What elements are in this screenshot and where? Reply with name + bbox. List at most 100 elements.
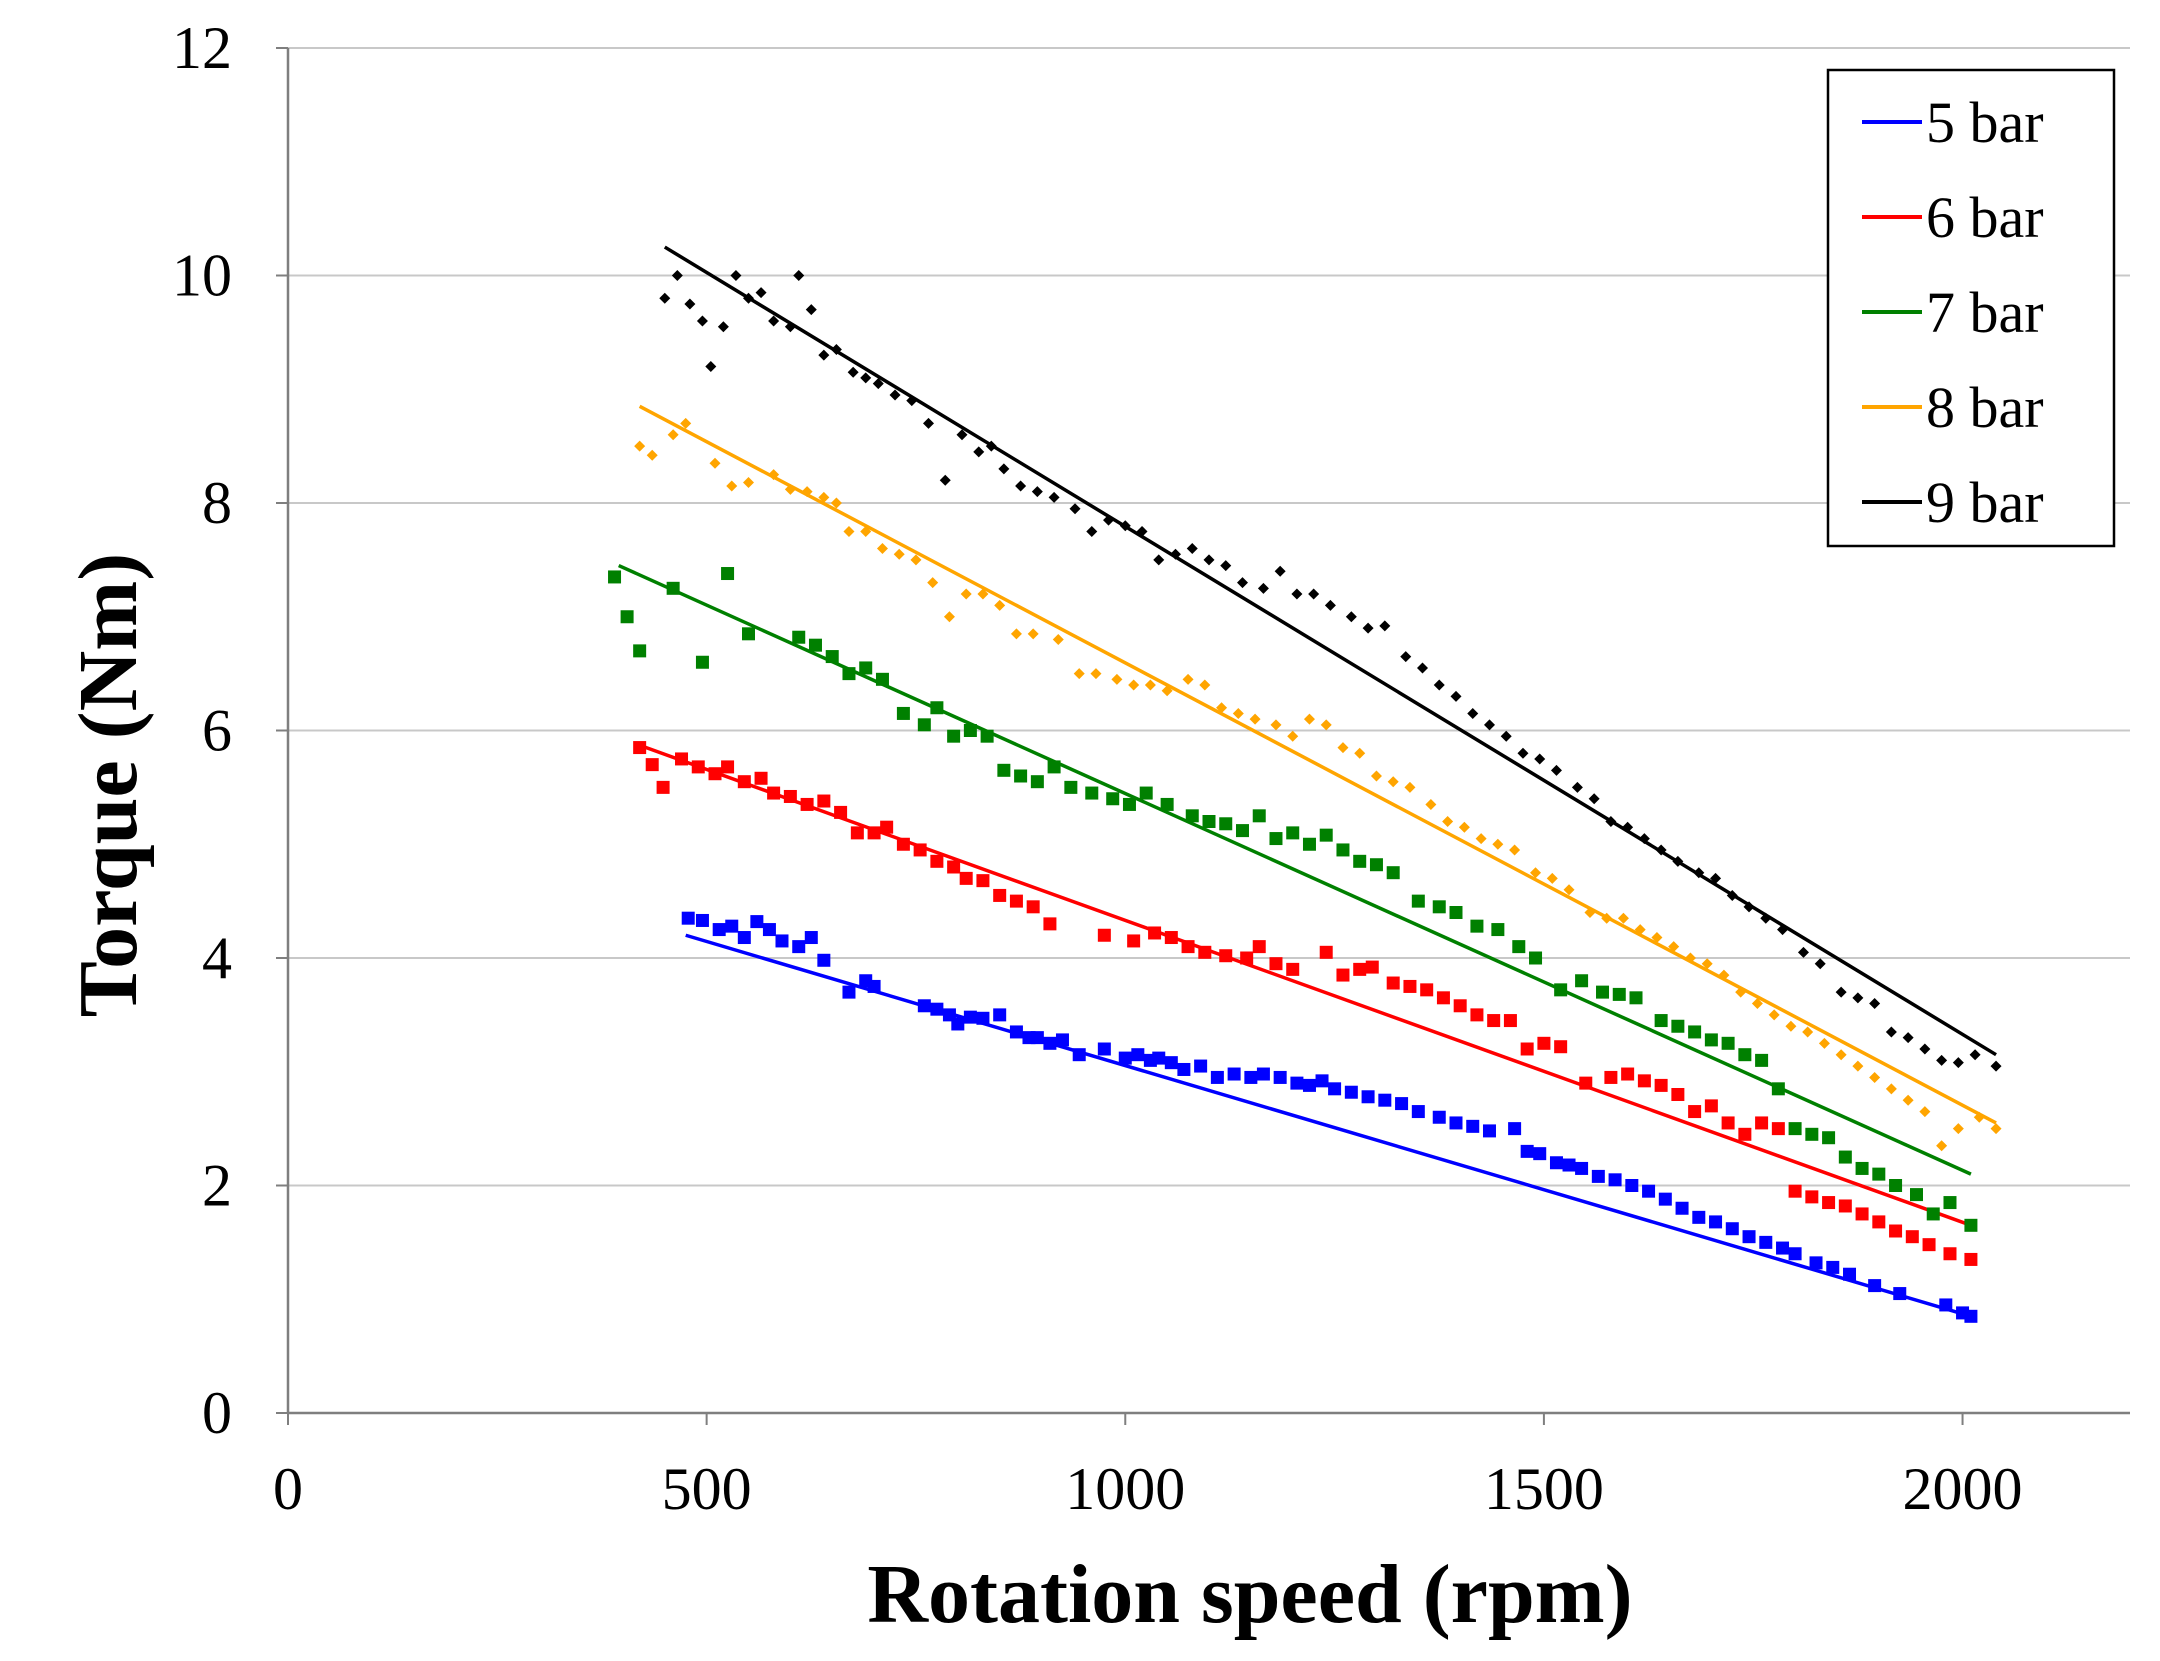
data-point [1361, 1090, 1375, 1104]
x-tick-labels: 0 500 1000 1500 2000 [273, 1456, 2023, 1522]
data-point [876, 543, 888, 554]
data-point [1889, 1179, 1903, 1192]
data-point [880, 820, 894, 834]
data-point [1106, 792, 1120, 806]
data-point [1378, 1093, 1392, 1107]
data-point [620, 610, 634, 624]
data-point [1320, 719, 1332, 731]
data-point [993, 888, 1007, 902]
legend-label: 7 bar [1926, 280, 2044, 345]
data-point [1290, 1076, 1304, 1090]
data-point [1411, 1105, 1425, 1119]
data-point [1990, 1060, 2002, 1072]
data-point [1324, 599, 1336, 611]
data-point [1090, 668, 1102, 680]
data-point [1411, 894, 1425, 908]
data-point [1131, 1048, 1145, 1062]
data-point [792, 630, 806, 644]
data-point [842, 985, 856, 999]
data-point [1097, 928, 1111, 942]
data-point [1064, 780, 1078, 794]
data-point [1943, 1196, 1957, 1210]
data-point [1303, 713, 1315, 725]
data-point [1654, 1014, 1668, 1028]
data-point [646, 449, 658, 461]
y-axis-title: Torque (Nm) [62, 553, 155, 1017]
data-point [1177, 1062, 1191, 1076]
data-point [1085, 786, 1099, 800]
data-point [1257, 582, 1269, 594]
data-point [1269, 832, 1283, 846]
data-point [1738, 1127, 1752, 1141]
data-point [1433, 679, 1445, 691]
data-point [1855, 1161, 1869, 1175]
x-tick-label: 1000 [1065, 1456, 1185, 1522]
data-point [1475, 833, 1487, 845]
data-point [1936, 1054, 1948, 1066]
data-point [1164, 1056, 1178, 1070]
axes [276, 47, 2130, 1425]
data-point [860, 372, 872, 384]
data-point [1219, 817, 1233, 831]
data-point [1449, 1116, 1463, 1130]
data-point [1491, 923, 1505, 937]
data-point [1788, 1247, 1802, 1261]
data-point [633, 741, 647, 755]
data-point [762, 923, 776, 937]
data-point [730, 270, 742, 281]
data-point [872, 378, 884, 390]
data-point [1249, 713, 1261, 725]
data-point [1562, 1158, 1576, 1172]
data-point [889, 389, 901, 401]
data-point [805, 304, 817, 316]
data-point [1642, 1184, 1656, 1198]
data-point [973, 446, 985, 458]
y-tick-label: 12 [172, 15, 232, 81]
data-point [1009, 894, 1023, 908]
y-tick-label: 2 [202, 1153, 232, 1219]
data-point [1153, 554, 1165, 566]
data-point [1186, 543, 1198, 554]
data-point [1872, 1215, 1886, 1229]
data-point [1010, 628, 1022, 640]
data-point [1838, 1199, 1852, 1213]
data-point [1182, 673, 1194, 685]
data-point [1768, 1009, 1780, 1021]
data-point [859, 661, 873, 675]
data-point [939, 474, 951, 486]
data-point [1273, 1070, 1287, 1084]
data-point [1337, 742, 1349, 754]
series-9-bar [659, 245, 2002, 1072]
data-point [1199, 679, 1211, 691]
data-point [1520, 1144, 1534, 1158]
x-tick-label: 1500 [1484, 1456, 1604, 1522]
data-point [726, 480, 738, 492]
data-point [1612, 987, 1626, 1001]
data-point [1802, 1026, 1814, 1038]
data-point [1902, 1094, 1914, 1106]
data-point [1692, 1210, 1706, 1224]
data-point [1344, 1085, 1358, 1099]
data-point [804, 931, 818, 945]
data-point [1704, 1099, 1718, 1113]
data-point [1709, 1215, 1723, 1229]
trend-line [685, 933, 1972, 1318]
legend-box [1826, 68, 2116, 548]
data-point [1027, 628, 1039, 640]
data-point [737, 931, 751, 945]
data-point [1328, 1082, 1342, 1096]
data-point [1788, 1122, 1802, 1136]
data-point [1919, 1043, 1931, 1055]
data-point [1909, 1188, 1923, 1202]
x-tick-label: 0 [273, 1456, 303, 1522]
plot-area [608, 245, 2002, 1323]
data-point [943, 611, 955, 623]
data-point [754, 771, 768, 785]
data-point [1252, 809, 1266, 823]
data-point [1721, 1116, 1735, 1130]
data-point [1621, 1067, 1635, 1081]
data-point [608, 570, 622, 584]
data-point [947, 860, 961, 874]
data-point [1425, 798, 1437, 810]
